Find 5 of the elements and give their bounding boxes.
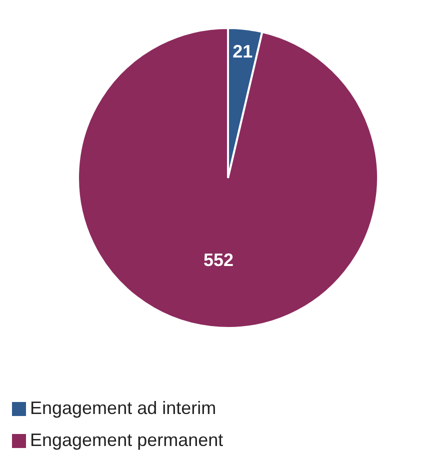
data-label: 21 xyxy=(232,41,253,62)
pie-slice xyxy=(77,27,379,329)
data-label: 552 xyxy=(204,250,234,270)
legend-label: Engagement permanent xyxy=(30,430,224,450)
legend-label: Engagement ad interim xyxy=(30,398,216,418)
